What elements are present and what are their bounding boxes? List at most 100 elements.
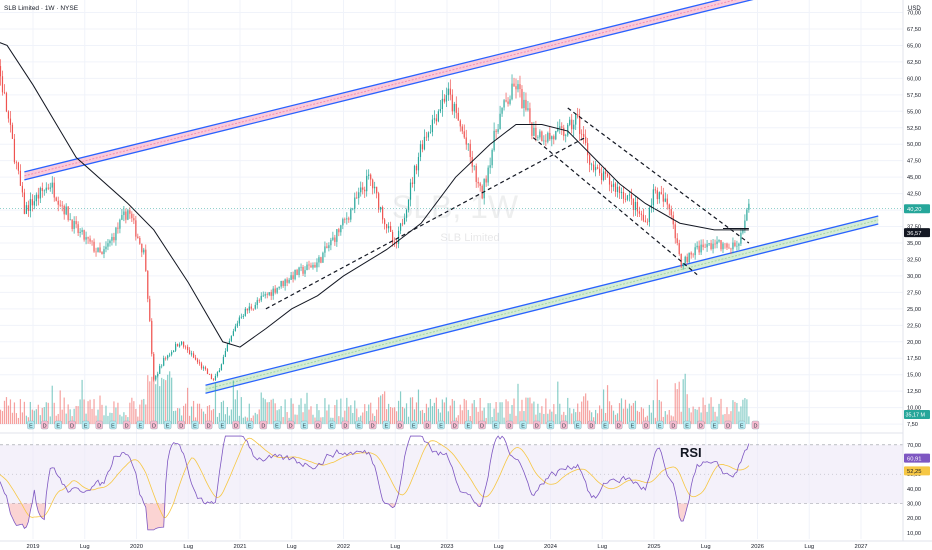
volume-bar (39, 415, 41, 424)
volume-bar (282, 417, 284, 424)
candle-body (184, 346, 187, 348)
candle-body (495, 130, 497, 132)
volume-bar (732, 400, 734, 424)
volume-bar (507, 401, 509, 424)
volume-bar (41, 407, 43, 424)
volume-bar (179, 408, 181, 424)
volume-bar (159, 386, 161, 424)
volume-bar (640, 407, 642, 424)
candle-body (228, 341, 230, 345)
volume-bar (125, 415, 127, 424)
candle-body (3, 92, 6, 94)
event-marker-label: D (562, 424, 566, 430)
rsi-tick-label: 40,00 (907, 487, 921, 493)
volume-bar (672, 416, 674, 424)
volume-bar (147, 375, 149, 424)
candle-body (489, 165, 491, 168)
volume-bar (441, 399, 443, 424)
moving-average-line (0, 42, 749, 348)
volume-bar (366, 411, 368, 424)
event-marker-label: D (289, 424, 293, 430)
candle-body (563, 127, 565, 137)
event-marker-box (642, 420, 650, 430)
volume-bar (473, 399, 475, 424)
volume-bar (334, 405, 336, 424)
candle-body (698, 245, 700, 253)
volume-bar (210, 410, 213, 424)
candle-body (79, 231, 81, 233)
candle-body (399, 223, 402, 231)
candle-body (109, 240, 111, 244)
volume-bar (551, 411, 553, 424)
volume-bar (133, 401, 135, 424)
volume-bar (346, 397, 348, 424)
rsi-tick-label: 20,00 (907, 516, 921, 522)
volume-bar (21, 412, 23, 424)
volume-bar (316, 403, 318, 424)
candle-body (200, 363, 203, 369)
event-marker-box (601, 420, 609, 430)
candle-body (557, 127, 559, 132)
volume-bar (569, 407, 571, 424)
candle-body (300, 266, 302, 268)
volume-bar (360, 415, 362, 424)
event-marker-box (341, 420, 350, 430)
candle-body (159, 366, 161, 374)
time-tick-label: Lug (804, 544, 814, 550)
volume-bar (61, 409, 63, 424)
volume-bar (65, 413, 67, 424)
volume-bar (728, 414, 730, 424)
event-marker-box (628, 420, 637, 430)
volume-bar (69, 409, 71, 424)
candle-body (368, 174, 370, 176)
candle-body (401, 223, 404, 225)
volume-bar (587, 400, 589, 424)
candle-body (39, 188, 41, 199)
candle-body (445, 95, 447, 102)
volume-bar (304, 403, 306, 424)
symbol-title: SLB Limited · 1W · NYSE (4, 5, 79, 12)
candle-body (726, 243, 728, 248)
volume-bar (650, 412, 652, 424)
event-marker-box (450, 420, 459, 430)
volume-bar (161, 377, 163, 424)
event-marker-box (314, 420, 322, 430)
volume-bar (344, 410, 346, 424)
time-tick-label: 2019 (27, 544, 40, 550)
candle-body (656, 190, 658, 200)
volume-bar (527, 397, 529, 424)
event-marker-label: E (56, 424, 60, 430)
volume-bar (101, 404, 103, 424)
candle-body (477, 181, 479, 184)
candle-body (210, 374, 213, 380)
candle-body (515, 86, 517, 90)
event-marker-label: E (494, 424, 498, 430)
price-tick-label: 57,50 (907, 93, 921, 99)
candle-body (165, 357, 167, 359)
candle-body (350, 209, 352, 220)
volume-bar (706, 411, 708, 424)
event-marker-box (587, 420, 596, 430)
candle-body (734, 242, 736, 247)
candle-body (610, 184, 613, 187)
candle-body (141, 243, 143, 253)
volume-bar (155, 384, 157, 424)
volume-bar (354, 400, 356, 424)
volume-bar (320, 417, 322, 424)
candle-body (57, 200, 59, 205)
volume-bar (606, 385, 609, 424)
candle-body (119, 219, 121, 229)
price-tick-label: 35,00 (907, 241, 921, 247)
price-tick-label: 62,50 (907, 60, 921, 66)
volume-bar (274, 403, 276, 424)
candle-body (256, 300, 258, 305)
candle-body (688, 252, 690, 263)
volume-bar (573, 408, 575, 424)
volume-bar (487, 403, 489, 424)
price-tick-label: 10,00 (907, 406, 921, 412)
event-marker-box (95, 420, 103, 430)
trendlines (265, 107, 750, 310)
candle-body (620, 191, 623, 193)
volume-bar (212, 408, 215, 424)
